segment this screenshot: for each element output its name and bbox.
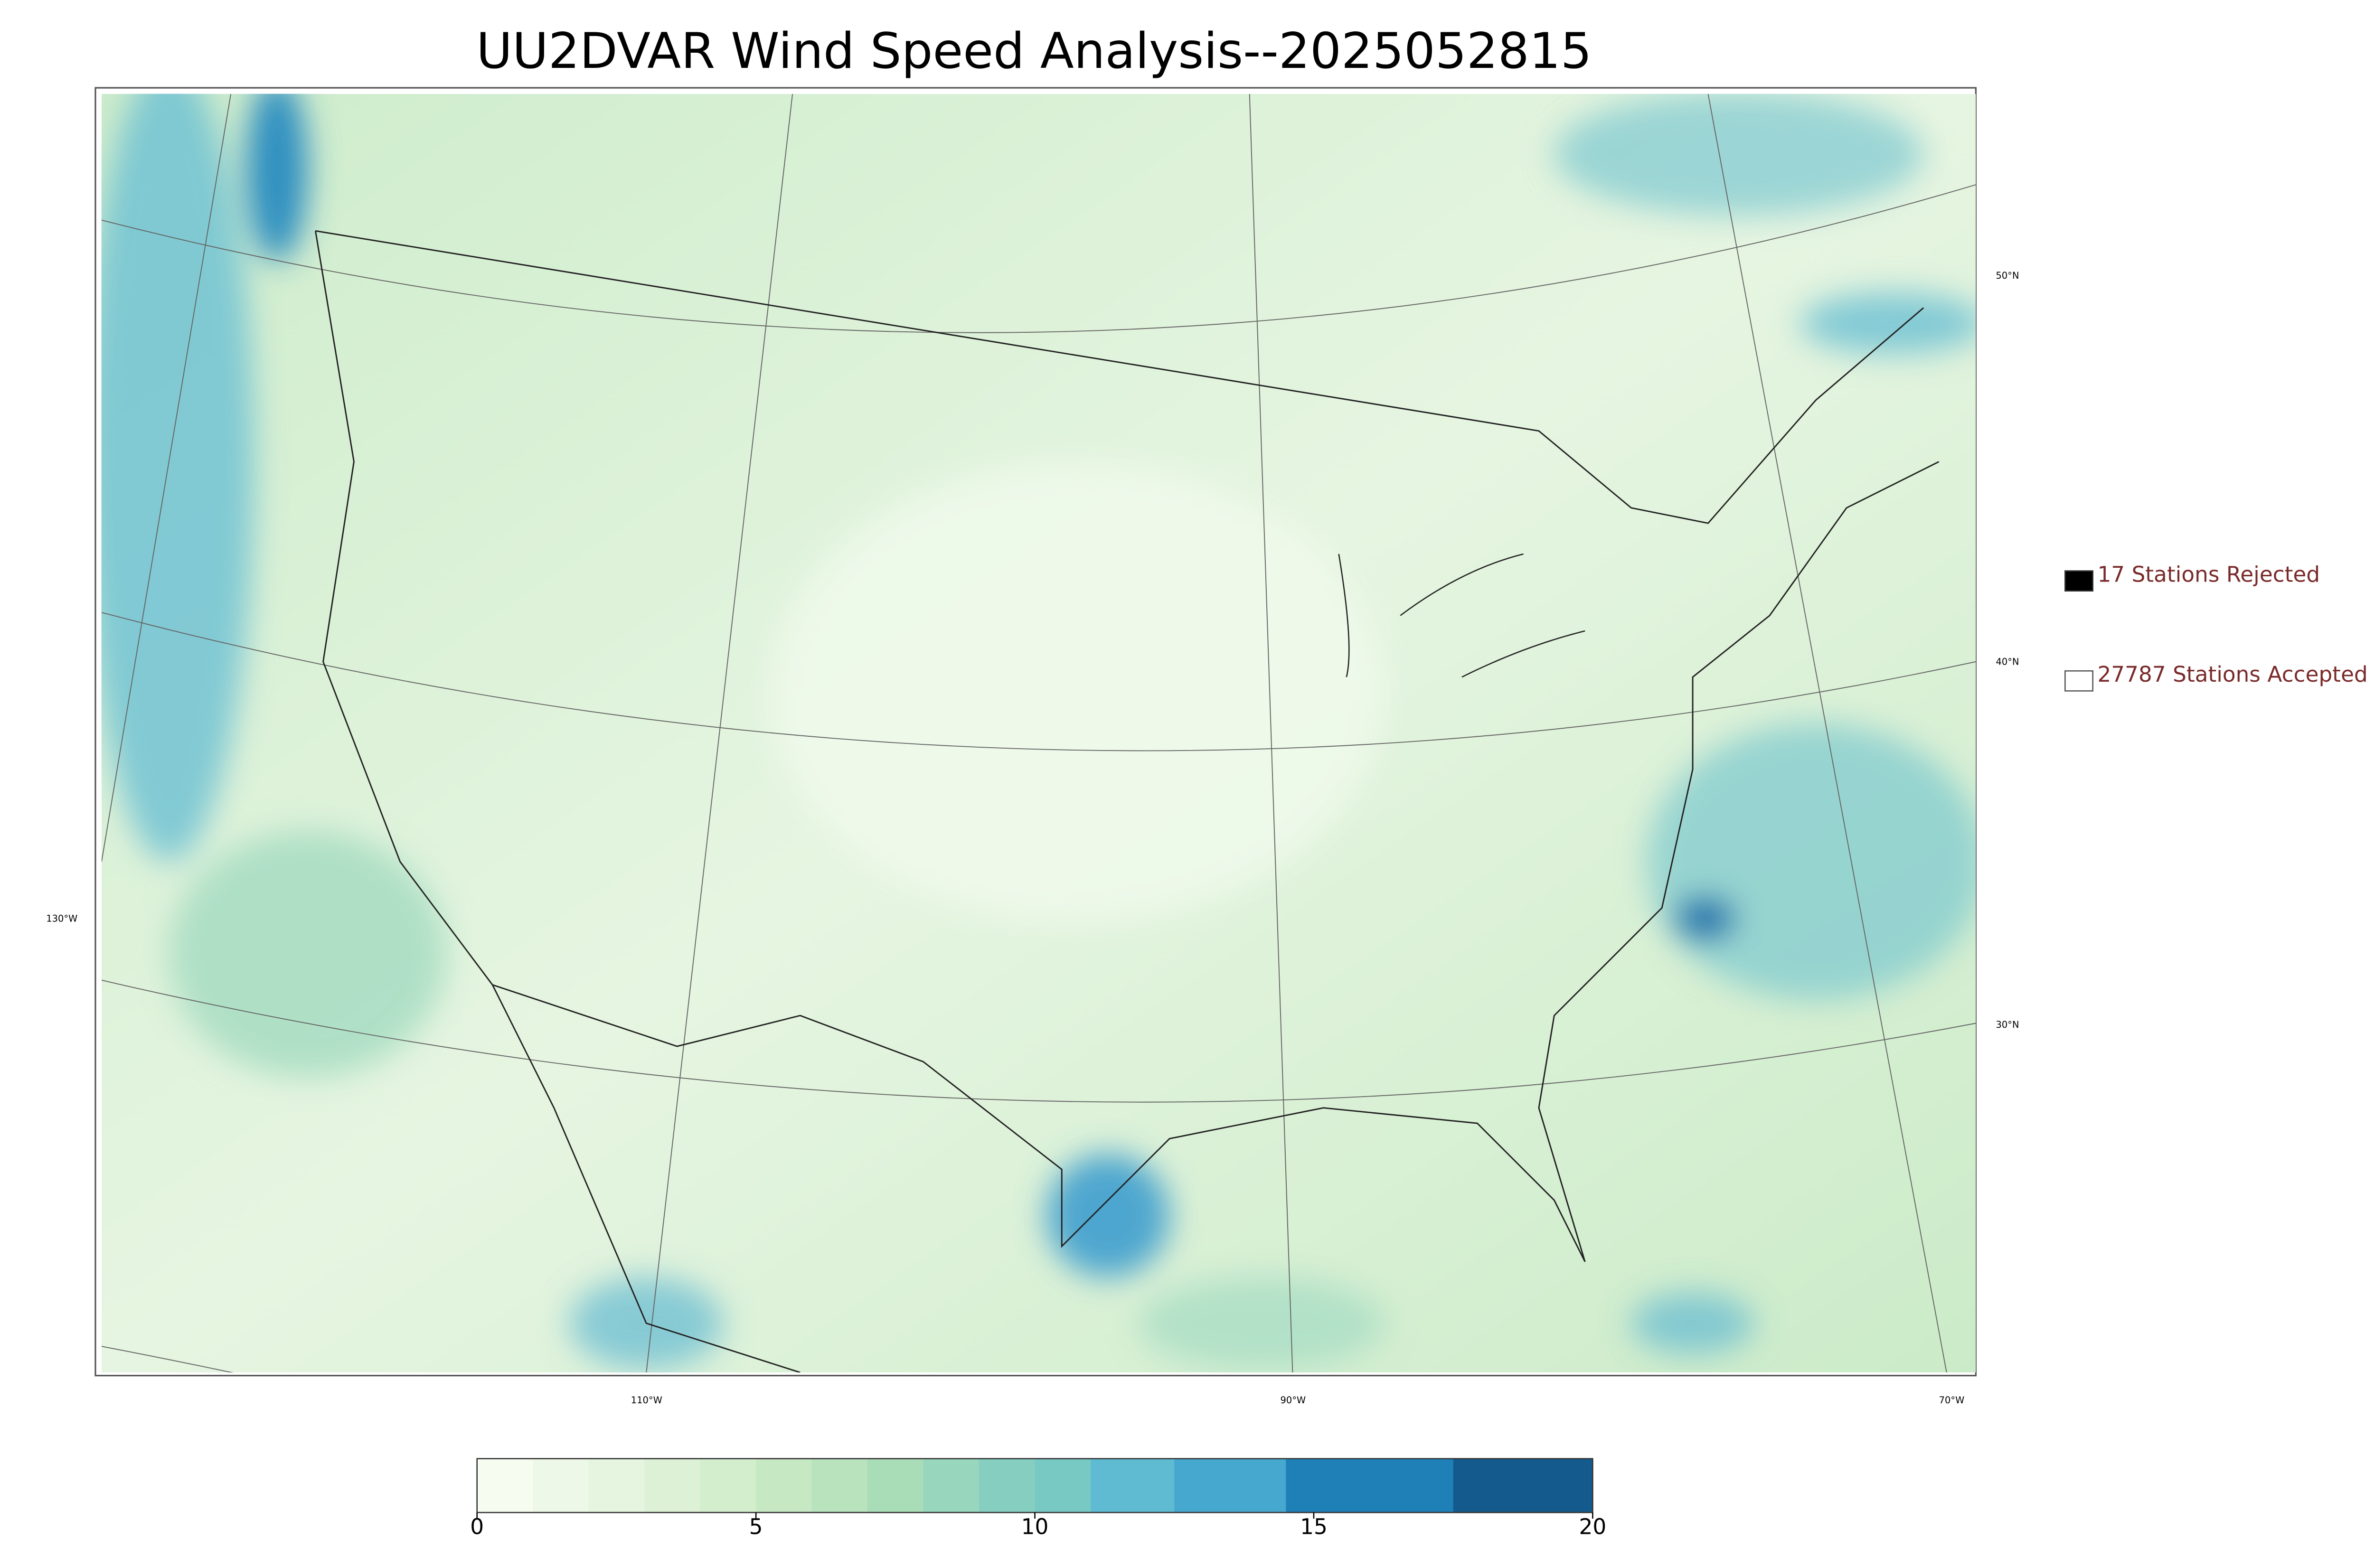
lon-label: 110°W [631, 1395, 662, 1406]
legend-swatch [2064, 570, 2094, 592]
colorbar-tick-label: 10 [1021, 1514, 1049, 1539]
colorbar-tick-label: 20 [1579, 1514, 1607, 1539]
lat-label: 50°N [1996, 270, 2019, 281]
coastline [314, 230, 1940, 1373]
wind-patches [101, 94, 1976, 1370]
colorbar-segment [1035, 1458, 1092, 1513]
graticule-labels: 50°N 40°N 30°N 130°W 110°W 90°W 70°W [46, 270, 2019, 1406]
colorbar: 0 5 10 15 20 [470, 1458, 1607, 1539]
legend-label: 17 Stations Rejected [2097, 562, 2320, 587]
colorbar-segment [923, 1458, 980, 1513]
lon-label: 90°W [1280, 1395, 1306, 1406]
title: UU2DVAR Wind Speed Analysis--2025052815 [476, 23, 1592, 80]
legend-swatch [2064, 670, 2094, 692]
great-lakes [1338, 553, 1585, 678]
lat-label: 40°N [1996, 656, 2019, 667]
graticule [101, 94, 1976, 1373]
colorbar-segment [533, 1458, 589, 1513]
lon-label: 70°W [1939, 1395, 1965, 1406]
colorbar-tick-label: 5 [749, 1514, 763, 1539]
colorbar-segment [1453, 1458, 1593, 1513]
colorbar-segment [811, 1458, 868, 1513]
colorbar-tick-label: 0 [470, 1514, 484, 1539]
legend-label: 27787 Stations Accepted [2097, 662, 2367, 687]
colorbar-tick-label: 15 [1300, 1514, 1328, 1539]
colorbar-segment [644, 1458, 701, 1513]
map [101, 94, 1976, 1373]
colorbar-segment [867, 1458, 924, 1513]
legend: 17 Stations Rejected 27787 Stations Acce… [2064, 562, 2368, 692]
lon-label: 130°W [46, 913, 77, 924]
colorbar-segment [1286, 1458, 1454, 1513]
colorbar-segment [700, 1458, 757, 1513]
colorbar-segment [979, 1458, 1036, 1513]
colorbar-segment [588, 1458, 645, 1513]
colorbar-segment [1174, 1458, 1287, 1513]
colorbar-segment [756, 1458, 812, 1513]
colorbar-segment [477, 1458, 534, 1513]
colorbar-segment [1091, 1458, 1175, 1513]
lat-label: 30°N [1996, 1019, 2019, 1030]
